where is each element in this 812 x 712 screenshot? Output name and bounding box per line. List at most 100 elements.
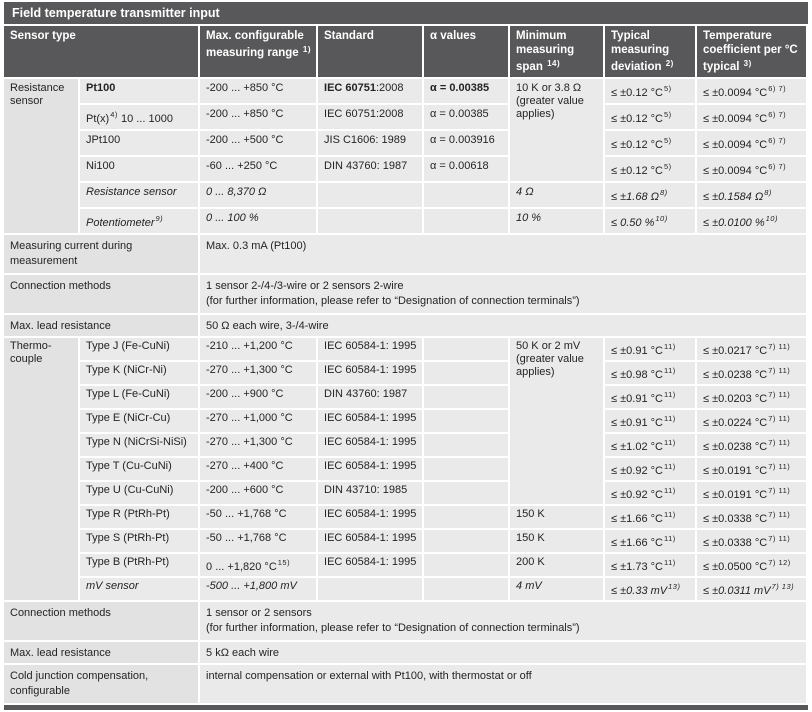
table-row-pt100: Resistance sensor Pt100 -200 ... +850 °C… <box>4 79 807 233</box>
deviation-cell: ≤ ±0.12 °C5) <box>605 79 696 103</box>
property-value-cell: 1 sensor or 2 sensors (for further infor… <box>200 602 807 640</box>
coefficient-cell: ≤ ±0.0094 °C6) 7) <box>697 157 807 181</box>
alpha-cell <box>424 434 509 456</box>
min-span-cell: 10 K or 3.8 Ω (greater value applies) <box>510 79 604 181</box>
standard-cell: JIS C1606: 1989 <box>318 131 423 155</box>
property-label-cell: Max. lead resistance <box>4 642 199 663</box>
alpha-cell: α = 0.00618 <box>424 157 509 181</box>
group-thermocouple: Thermo-couple <box>4 338 78 600</box>
min-span-cell: 150 K <box>510 530 604 552</box>
coefficient-cell: ≤ ±0.0203 °C7) 11) <box>697 386 807 408</box>
alpha-cell <box>424 183 509 207</box>
standard-cell: IEC 60584-1: 1995 <box>318 362 423 384</box>
property-value-cell: 5 kΩ each wire <box>200 642 807 663</box>
sensor-name-cell: Type R (PtRh-Pt) <box>80 506 199 528</box>
col-header-coefficient: Temperature coefficient per °C typical 3… <box>697 26 807 77</box>
table-row-jpt100: JPt100 -200 ... +500 °C JIS C1606: 1989 … <box>4 131 807 155</box>
alpha-cell <box>424 362 509 384</box>
standard-cell: IEC 60584-1: 1995 <box>318 434 423 456</box>
deviation-cell: ≤ ±0.92 °C11) <box>605 458 696 480</box>
header-row: Sensor type Max. configurable measuring … <box>4 26 807 77</box>
standard-cell <box>318 578 423 600</box>
row-max-lead-resistance-tc: Max. lead resistance 5 kΩ each wire <box>4 642 807 663</box>
col-header-sensor-type: Sensor type <box>4 26 199 77</box>
group-resistance-sensor: Resistance sensor <box>4 79 78 233</box>
alpha-cell <box>424 209 509 233</box>
standard-cell <box>318 209 423 233</box>
coefficient-cell: ≤ ±0.0224 °C7) 11) <box>697 410 807 432</box>
measuring-range-cell: -500 ... +1,800 mV <box>200 578 317 600</box>
coefficient-cell: ≤ ±0.0500 °C7) 12) <box>697 554 807 576</box>
deviation-cell: ≤ ±1.66 °C11) <box>605 530 696 552</box>
deviation-cell: ≤ ±0.33 mV13) <box>605 578 696 600</box>
property-value-cell: 1 sensor 2-/4-/3-wire or 2 sensors 2-wir… <box>200 275 807 313</box>
sensor-name-cell: Ni100 <box>80 157 199 181</box>
coefficient-cell: ≤ ±0.0094 °C6) 7) <box>697 79 807 103</box>
deviation-cell: ≤ ±0.12 °C5) <box>605 131 696 155</box>
measuring-range-cell: -270 ... +400 °C <box>200 458 317 480</box>
table-row-ni100: Ni100 -60 ... +250 °C DIN 43760: 1987 α … <box>4 157 807 181</box>
sensor-name-cell: Type L (Fe-CuNi) <box>80 386 199 408</box>
row-connection-methods-tc: Connection methods 1 sensor or 2 sensors… <box>4 602 807 640</box>
sensor-name-cell: Type N (NiCrSi-NiSi) <box>80 434 199 456</box>
property-value-cell: internal compensation or external with P… <box>200 665 807 703</box>
deviation-cell: ≤ ±0.91 °C11) <box>605 338 696 360</box>
row-cold-junction: Cold junction compensation, configurable… <box>4 665 807 703</box>
standard-cell: DIN 43760: 1987 <box>318 157 423 181</box>
col-header-max-range: Max. configurable measuring range 1) <box>200 26 317 77</box>
coefficient-cell: ≤ ±0.0238 °C7) 11) <box>697 362 807 384</box>
measuring-range-cell: -200 ... +500 °C <box>200 131 317 155</box>
coefficient-cell: ≤ ±0.0338 °C7) 11) <box>697 530 807 552</box>
property-value-cell: Max. 0.3 mA (Pt100) <box>200 235 807 273</box>
sensor-name-cell: Pt100 <box>80 79 199 103</box>
property-value-cell: 50 Ω each wire, 3-/4-wire <box>200 315 807 336</box>
col-header-min-span: Minimum measuring span 14) <box>510 26 604 77</box>
measuring-range-cell: -50 ... +1,768 °C <box>200 506 317 528</box>
measuring-range-cell: 0 ... +1,820 °C15) <box>200 554 317 576</box>
table-row-type-r: Type R (PtRh-Pt) -50 ... +1,768 °C IEC 6… <box>4 506 807 528</box>
alpha-cell: α = 0.00385 <box>424 79 509 103</box>
row-connection-methods: Connection methods 1 sensor 2-/4-/3-wire… <box>4 275 807 313</box>
min-span-cell: 150 K <box>510 506 604 528</box>
table-bottom-border <box>4 705 808 710</box>
min-span-cell: 4 Ω <box>510 183 604 207</box>
table-row-potentiometer: Potentiometer9) 0 ... 100 % 10 % ≤ 0.50 … <box>4 209 807 233</box>
alpha-cell <box>424 410 509 432</box>
standard-cell: IEC 60584-1: 1995 <box>318 530 423 552</box>
coefficient-cell: ≤ ±0.0338 °C7) 11) <box>697 506 807 528</box>
table-row-type-u: Type U (Cu-CuNi) -200 ... +600 °C DIN 43… <box>4 482 807 504</box>
min-span-cell: 50 K or 2 mV (greater value applies) <box>510 338 604 504</box>
deviation-cell: ≤ ±1.73 °C11) <box>605 554 696 576</box>
coefficient-cell: ≤ ±0.0094 °C6) 7) <box>697 131 807 155</box>
alpha-cell: α = 0.00385 <box>424 105 509 129</box>
coefficient-cell: ≤ ±0.0217 °C7) 11) <box>697 338 807 360</box>
deviation-cell: ≤ 0.50 %10) <box>605 209 696 233</box>
deviation-cell: ≤ ±1.68 Ω8) <box>605 183 696 207</box>
sensor-name-cell: Type B (PtRh-Pt) <box>80 554 199 576</box>
deviation-cell: ≤ ±1.66 °C11) <box>605 506 696 528</box>
table-title: Field temperature transmitter input <box>4 2 808 24</box>
sensor-name-cell: Resistance sensor <box>80 183 199 207</box>
alpha-cell <box>424 506 509 528</box>
table-row-type-t: Type T (Cu-CuNi) -270 ... +400 °C IEC 60… <box>4 458 807 480</box>
sensor-name-cell: Type E (NiCr-Cu) <box>80 410 199 432</box>
alpha-cell <box>424 554 509 576</box>
table-row-type-j: Thermo-couple Type J (Fe-CuNi) -210 ... … <box>4 338 807 600</box>
row-max-lead-resistance: Max. lead resistance 50 Ω each wire, 3-/… <box>4 315 807 336</box>
standard-cell: IEC 60584-1: 1995 <box>318 410 423 432</box>
sensor-name-cell: Potentiometer9) <box>80 209 199 233</box>
sensor-name-cell: Type K (NiCr-Ni) <box>80 362 199 384</box>
standard-cell: DIN 43710: 1985 <box>318 482 423 504</box>
coefficient-cell: ≤ ±0.0094 °C6) 7) <box>697 105 807 129</box>
alpha-cell <box>424 458 509 480</box>
standard-cell: IEC 60751:2008 <box>318 79 423 103</box>
standard-cell: IEC 60584-1: 1995 <box>318 338 423 360</box>
deviation-cell: ≤ ±0.91 °C11) <box>605 410 696 432</box>
table-row-type-b: Type B (PtRh-Pt) 0 ... +1,820 °C15) IEC … <box>4 554 807 576</box>
measuring-range-cell: -200 ... +900 °C <box>200 386 317 408</box>
table-row-ptx: Pt(x)4) 10 ... 1000 -200 ... +850 °C IEC… <box>4 105 807 129</box>
table-row-type-l: Type L (Fe-CuNi) -200 ... +900 °C DIN 43… <box>4 386 807 408</box>
standard-cell: IEC 60751:2008 <box>318 105 423 129</box>
min-span-cell: 200 K <box>510 554 604 576</box>
